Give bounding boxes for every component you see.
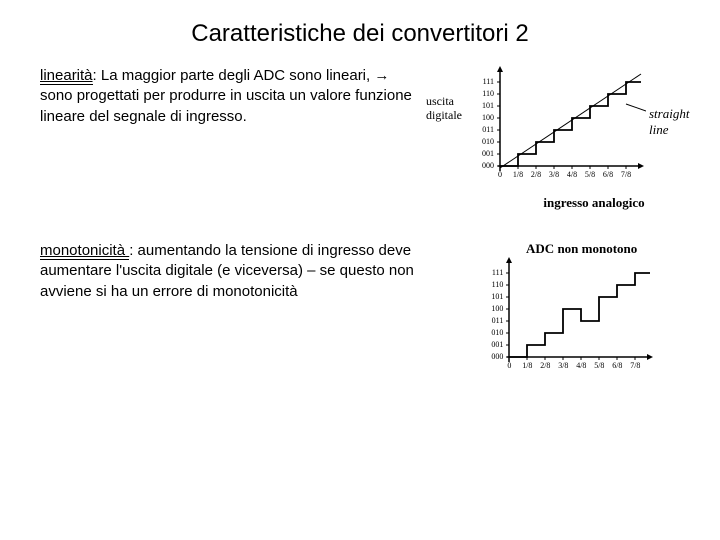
- monotonicity-text: monotonicità : aumentando la tensione di…: [40, 241, 433, 302]
- chart2-svg: [505, 257, 655, 367]
- chart1-area: 111110101100011010001000 01/82/83/84/85/…: [474, 66, 674, 211]
- chart2-title: ADC non monotono: [483, 241, 680, 257]
- chart1-ylabel2: digitale: [426, 108, 462, 123]
- annotation-text: straight line: [649, 106, 689, 137]
- page-title: Caratteristiche dei convertitori 2: [40, 20, 680, 48]
- chart1-svg: [496, 66, 646, 176]
- section-linearity: linearità: La maggior parte degli ADC so…: [40, 66, 680, 211]
- term-monotonicity: monotonicità: [40, 242, 129, 260]
- chart1-annotation: straight line: [649, 106, 689, 138]
- chart2-area: ADC non monotono 11111010110001101000100…: [483, 241, 680, 372]
- section-monotonicity: monotonicità : aumentando la tensione di…: [40, 241, 680, 372]
- chart1-xlabel: ingresso analogico: [514, 195, 674, 211]
- linearity-body: : La maggior parte degli ADC sono linear…: [40, 67, 412, 125]
- chart1-ylabel1: uscita: [426, 94, 454, 109]
- term-linearity: linearità: [40, 67, 93, 85]
- linearity-text: linearità: La maggior parte degli ADC so…: [40, 66, 420, 127]
